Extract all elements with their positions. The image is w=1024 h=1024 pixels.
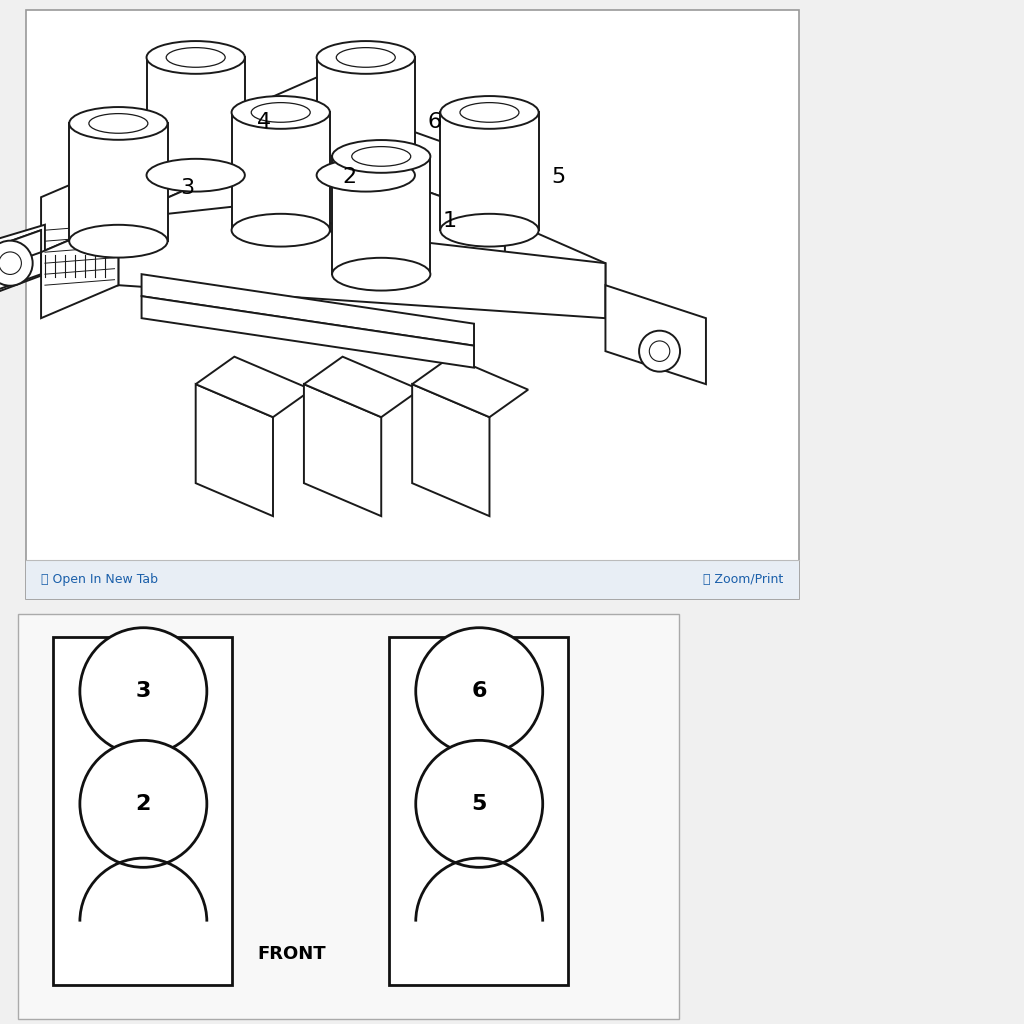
Polygon shape: [119, 198, 605, 318]
Text: 🔍 Zoom/Print: 🔍 Zoom/Print: [703, 573, 783, 586]
Ellipse shape: [316, 159, 415, 191]
Ellipse shape: [316, 41, 415, 74]
Ellipse shape: [146, 159, 245, 191]
Text: 2: 2: [135, 794, 152, 814]
Circle shape: [0, 252, 22, 274]
Bar: [18, 614, 679, 1019]
Ellipse shape: [251, 102, 310, 122]
Circle shape: [639, 331, 680, 372]
Text: 1: 1: [442, 211, 457, 231]
Ellipse shape: [332, 258, 430, 291]
Bar: [146, 57, 245, 175]
Text: FRONT: FRONT: [257, 945, 327, 964]
Circle shape: [0, 241, 33, 286]
Text: 5: 5: [471, 794, 487, 814]
Polygon shape: [412, 356, 528, 417]
Polygon shape: [119, 131, 319, 285]
Polygon shape: [605, 285, 706, 384]
Polygon shape: [0, 224, 45, 302]
Polygon shape: [196, 384, 273, 516]
Text: 6: 6: [471, 681, 487, 701]
Text: 3: 3: [135, 681, 152, 701]
Polygon shape: [0, 230, 41, 296]
Text: 4: 4: [257, 113, 271, 132]
Polygon shape: [41, 164, 119, 252]
Text: 5: 5: [551, 167, 565, 187]
Ellipse shape: [89, 114, 147, 133]
Polygon shape: [304, 356, 420, 417]
Ellipse shape: [440, 96, 539, 129]
Bar: [70, 124, 168, 242]
Ellipse shape: [440, 214, 539, 247]
Circle shape: [80, 740, 207, 867]
Bar: [332, 157, 430, 274]
Polygon shape: [141, 274, 474, 346]
Polygon shape: [141, 296, 474, 368]
Polygon shape: [196, 356, 311, 417]
Circle shape: [416, 740, 543, 867]
Ellipse shape: [70, 225, 168, 258]
Text: 3: 3: [180, 178, 194, 199]
Bar: [440, 113, 539, 230]
Bar: [26, 10, 799, 599]
Text: 6: 6: [427, 113, 441, 132]
Polygon shape: [304, 384, 381, 516]
Ellipse shape: [231, 214, 330, 247]
Polygon shape: [505, 219, 605, 318]
Ellipse shape: [231, 96, 330, 129]
Circle shape: [649, 341, 670, 361]
Polygon shape: [41, 219, 119, 318]
Text: 2: 2: [342, 167, 356, 187]
Ellipse shape: [336, 47, 395, 68]
Circle shape: [416, 628, 543, 755]
Ellipse shape: [352, 146, 411, 166]
Polygon shape: [0, 230, 41, 274]
Ellipse shape: [70, 108, 168, 140]
Ellipse shape: [146, 41, 245, 74]
Bar: [231, 113, 330, 230]
Bar: [389, 637, 568, 985]
Polygon shape: [319, 98, 505, 219]
Ellipse shape: [332, 140, 430, 173]
Polygon shape: [319, 154, 505, 285]
Polygon shape: [119, 76, 319, 219]
Ellipse shape: [166, 47, 225, 68]
Circle shape: [80, 628, 207, 755]
Ellipse shape: [460, 102, 519, 122]
Text: ⎘ Open In New Tab: ⎘ Open In New Tab: [41, 573, 158, 586]
Bar: [316, 57, 415, 175]
Bar: [26, 560, 799, 599]
Polygon shape: [412, 384, 489, 516]
Bar: [53, 637, 232, 985]
